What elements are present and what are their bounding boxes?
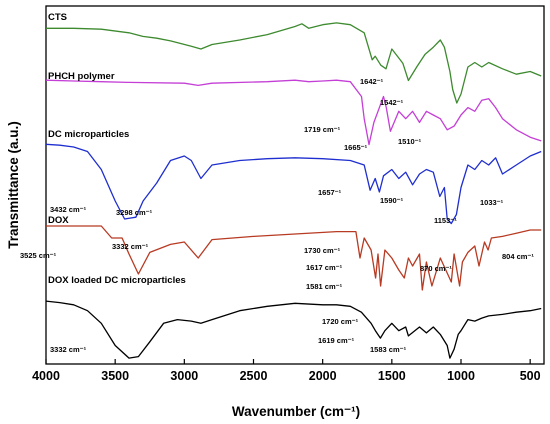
- x-tick-label-3: 2500: [240, 369, 268, 383]
- x-tick-label-0: 4000: [32, 369, 60, 383]
- peak-annotation-3: 1665⁻¹: [344, 143, 368, 152]
- x-tick-label-1: 3500: [101, 369, 129, 383]
- peak-annotation-10: 1033⁻¹: [480, 198, 504, 207]
- peak-annotation-16: 870 cm⁻¹: [420, 264, 452, 273]
- peak-annotation-15: 1581 cm⁻¹: [306, 282, 343, 291]
- peak-annotation-20: 1583 cm⁻¹: [370, 345, 407, 354]
- plot-area: [45, 5, 545, 365]
- series-label-0: CTS: [48, 12, 67, 23]
- peak-annotation-21: 3332 cm⁻¹: [50, 345, 87, 354]
- x-tick-label-6: 1000: [447, 369, 475, 383]
- x-tick-label-2: 3000: [170, 369, 198, 383]
- series-label-4: DOX loaded DC microparticles: [48, 275, 186, 286]
- x-axis-title: Wavenumber (cm⁻¹): [232, 404, 360, 419]
- series-label-2: DC microparticles: [48, 129, 129, 140]
- peak-annotation-9: 1153⁻¹: [434, 216, 457, 225]
- peak-annotation-2: 1719 cm⁻¹: [304, 125, 341, 134]
- series-line-4: [45, 300, 542, 359]
- series-label-3: DOX: [48, 215, 69, 226]
- y-axis-title: Transmittance (a.u.): [6, 121, 21, 249]
- peak-annotation-11: 3525 cm⁻¹: [20, 251, 57, 260]
- series-line-3: [46, 225, 542, 291]
- series-label-layer: CTS PHCH polymer DC microparticles DOX DOX l…: [48, 12, 186, 286]
- x-tick-label-5: 1500: [378, 369, 406, 383]
- peak-annotation-13: 1730 cm⁻¹: [304, 246, 341, 255]
- peak-annotation-4: 1510⁻¹: [398, 137, 422, 146]
- peak-annotation-12: 3332 cm⁻¹: [112, 242, 149, 251]
- plot-frame: [45, 5, 545, 365]
- x-tick-layer: 4000 3500 3000 2500 2000 1500 1000 500: [32, 359, 541, 383]
- series-line-2: [45, 143, 542, 225]
- x-tick-label-4: 2000: [309, 369, 337, 383]
- series-line-1: [45, 79, 542, 146]
- x-tick-label-7: 500: [520, 369, 541, 383]
- peak-annotation-17: 804 cm⁻¹: [502, 252, 534, 261]
- peak-annotation-7: 1657⁻¹: [318, 188, 342, 197]
- peak-annotation-19: 1619 cm⁻¹: [318, 336, 355, 345]
- series-line-0: [46, 22, 542, 104]
- peak-annotation-6: 3298 cm⁻¹: [116, 208, 153, 217]
- peak-annotation-18: 1720 cm⁻¹: [322, 317, 359, 326]
- series-layer: [45, 22, 542, 359]
- peak-annotation-8: 1590⁻¹: [380, 196, 404, 205]
- peak-annotation-14: 1617 cm⁻¹: [306, 263, 343, 272]
- peak-annotation-1: 1542⁻¹: [380, 98, 404, 107]
- peak-annotation-0: 1642⁻¹: [360, 77, 384, 86]
- peak-annotation-5: 3432 cm⁻¹: [50, 205, 87, 214]
- series-label-1: PHCH polymer: [48, 71, 115, 82]
